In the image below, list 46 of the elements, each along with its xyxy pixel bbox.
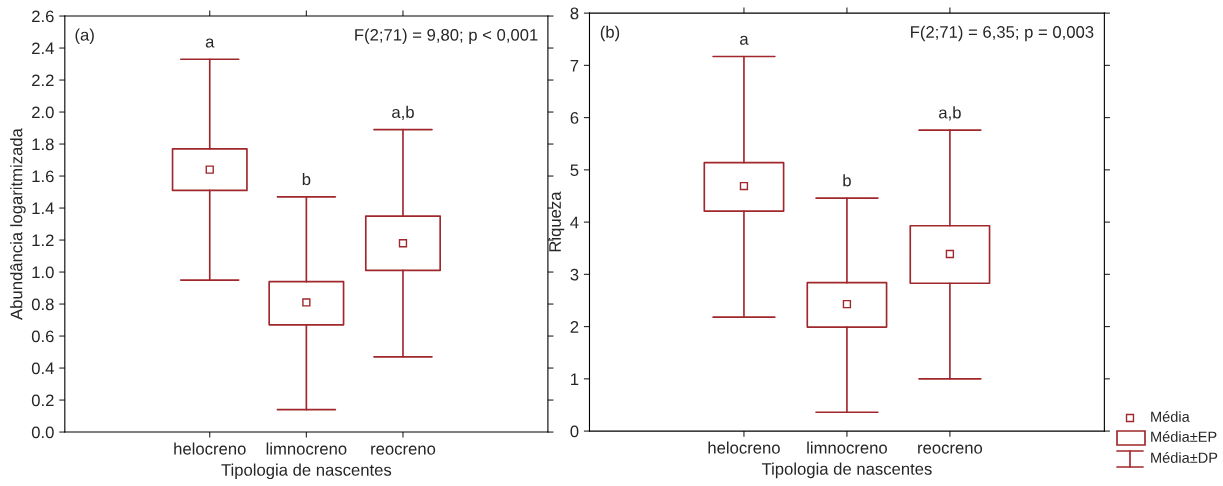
x-axis-title: Tipologia de nascentes xyxy=(221,463,392,480)
y-tick-label: 1.0 xyxy=(32,266,54,279)
y-tick-label: 1.8 xyxy=(32,138,54,151)
y-tick-label: 2.6 xyxy=(32,10,54,23)
y-tick-label: 0.6 xyxy=(31,330,54,343)
y-tick-label: 2.2 xyxy=(32,74,54,87)
x-tick-label: reocreno xyxy=(371,445,436,455)
y-tick-label: 1.4 xyxy=(32,202,54,215)
y-tick-label: 0 xyxy=(570,425,579,438)
y-tick-label: 6 xyxy=(570,112,579,124)
x-tick-label: reocreno xyxy=(918,444,983,454)
text: (a) xyxy=(75,28,94,45)
y-tick-label: 1.6 xyxy=(32,170,54,183)
y-axis-title: Abundância logaritmizada xyxy=(10,128,26,320)
text: Média±EP xyxy=(1151,431,1217,442)
annotation: a xyxy=(205,38,215,48)
text: Média xyxy=(1151,411,1190,422)
y-tick-label: 3 xyxy=(570,268,579,281)
y-tick-label: 0.0 xyxy=(31,426,54,439)
y-tick-label: 1 xyxy=(571,373,579,385)
x-tick-label: limnocreno xyxy=(266,442,347,455)
annotation: a,b xyxy=(939,106,961,121)
annotation: a xyxy=(740,35,749,45)
y-tick-label: 2.4 xyxy=(32,42,54,55)
text: Média±DP xyxy=(1151,452,1218,463)
y-tick-label: 0.8 xyxy=(31,298,54,311)
annotation: F(2;71) = 6,35; p = 0,003 xyxy=(911,25,1094,42)
annotation: b xyxy=(302,172,311,186)
y-tick-label: 1.2 xyxy=(32,234,54,247)
y-axis-title: Riqueza xyxy=(548,191,565,252)
y-tick-label: 5 xyxy=(570,164,579,177)
x-axis-title: Tipologia de nascentes xyxy=(761,462,932,479)
annotation: b xyxy=(843,174,851,187)
annotation: a,b xyxy=(392,105,414,120)
annotation: F(2;71) = 9,80; p < 0,001 xyxy=(355,28,538,45)
y-tick-label: 7 xyxy=(570,59,579,72)
x-tick-label: helocreno xyxy=(708,441,780,454)
y-tick-label: 2 xyxy=(570,320,579,333)
x-tick-label: helocreno xyxy=(174,442,246,455)
y-tick-label: 8 xyxy=(570,7,579,20)
y-tick-label: 4 xyxy=(570,216,579,229)
y-tick-label: 2.0 xyxy=(32,106,54,119)
x-tick-label: limnocreno xyxy=(807,441,887,454)
y-tick-label: 0.4 xyxy=(31,362,54,375)
text: (b) xyxy=(600,25,620,42)
y-tick-label: 0.2 xyxy=(31,394,54,407)
